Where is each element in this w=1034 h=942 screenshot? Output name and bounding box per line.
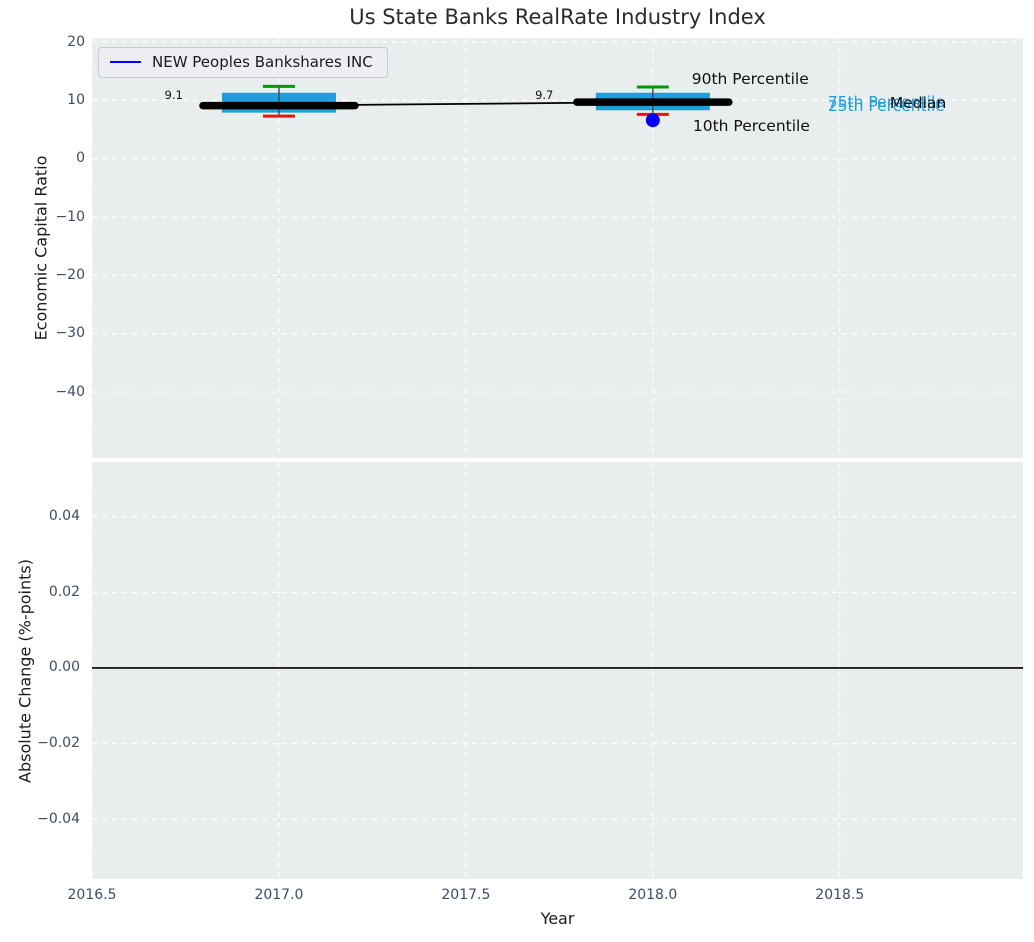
y-tick-label-0.02: −0.02 (37, 735, 80, 752)
y-tick-label-0.00: 0.00 (48, 659, 80, 676)
annotation-10th-percentile: 10th Percentile (693, 117, 810, 135)
y-tick-label-20: 20 (67, 33, 85, 50)
y-tick-label-0.02: 0.02 (48, 583, 80, 600)
top-plot-canvas: 9.1 9.7 90th Percentile 10th Percentile 75th… (92, 38, 1023, 458)
annotation-9.7: 9.7 (535, 88, 553, 102)
y-tick-label-0.04: 0.04 (48, 508, 80, 525)
x-tick-label-2018.5: 2018.5 (815, 887, 865, 903)
annotation-9.1: 9.1 (165, 88, 183, 102)
y-tick-label-20: −20 (55, 266, 85, 283)
top-plot-panel: 9.1 9.7 90th Percentile 10th Percentile 75th… (92, 38, 1023, 458)
x-tick-label-2018.0: 2018.0 (628, 887, 678, 903)
x-tick-label-2017.0: 2017.0 (254, 887, 304, 903)
annotation-median: Median (890, 94, 946, 112)
legend-line-sample (110, 61, 141, 63)
company-point-2018 (645, 113, 660, 128)
y-tick-label-0.04: −0.04 (37, 810, 80, 827)
bottom-plot-panel (92, 462, 1023, 879)
y-tick-label-30: −30 (55, 325, 85, 342)
annotation-75th-percentile: 75th Percentile (828, 93, 945, 111)
x-axis-label: Year (540, 909, 575, 928)
bottom-plot-canvas (92, 462, 1023, 879)
y-tick-label-10: 10 (67, 91, 85, 108)
y-tick-label-40: −40 (55, 383, 85, 400)
chart-title: Us State Banks RealRate Industry Index (349, 5, 766, 29)
legend: NEW Peoples Bankshares INC (98, 47, 388, 78)
y-tick-label-10: −10 (55, 208, 85, 225)
y-tick-label-0: 0 (76, 150, 85, 167)
top-y-axis-label: Economic Capital Ratio (31, 155, 51, 341)
x-tick-label-2017.5: 2017.5 (441, 887, 491, 903)
annotation-90th-percentile: 90th Percentile (692, 70, 809, 88)
legend-label: NEW Peoples Bankshares INC (152, 53, 373, 71)
annotation-25th-percentile: 25th Percentile (828, 97, 945, 115)
x-tick-label-2016.5: 2016.5 (67, 887, 117, 903)
